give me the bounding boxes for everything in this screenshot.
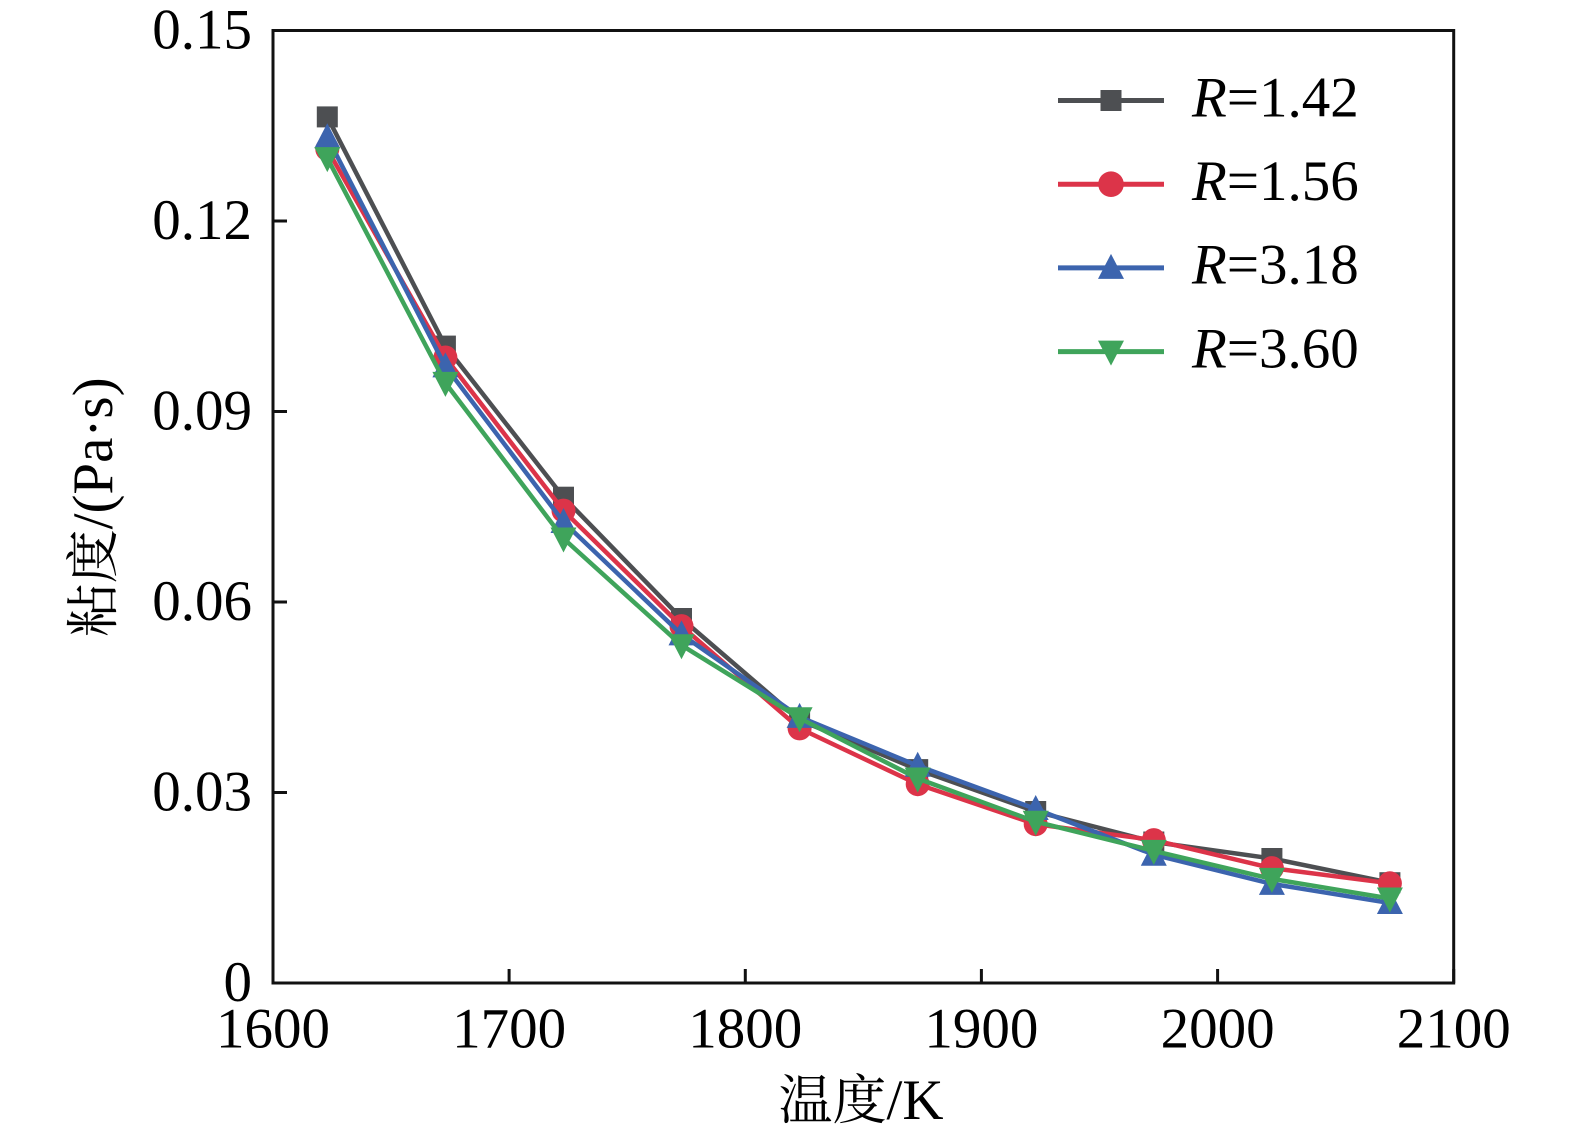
svg-text:/K: /K [887,1069,944,1132]
svg-text:0.15: 0.15 [152,0,252,62]
svg-text:0: 0 [224,951,253,1014]
svg-text:1900: 1900 [924,998,1038,1061]
svg-text:R=3.18: R=3.18 [1191,234,1359,297]
svg-text:R=3.60: R=3.60 [1191,317,1359,380]
svg-text:0.12: 0.12 [152,189,252,252]
svg-text:1800: 1800 [688,998,802,1061]
svg-text:R=1.56: R=1.56 [1191,150,1359,213]
svg-text:0.06: 0.06 [152,570,252,633]
svg-text:R=1.42: R=1.42 [1191,66,1359,129]
svg-text:2000: 2000 [1161,998,1275,1061]
svg-text:1700: 1700 [452,998,566,1061]
svg-text:1600: 1600 [216,998,330,1061]
svg-text:0.09: 0.09 [152,380,252,443]
svg-text:/(Pa·s): /(Pa·s) [62,377,125,529]
svg-text:0.03: 0.03 [152,761,252,824]
svg-text:2100: 2100 [1397,998,1511,1061]
